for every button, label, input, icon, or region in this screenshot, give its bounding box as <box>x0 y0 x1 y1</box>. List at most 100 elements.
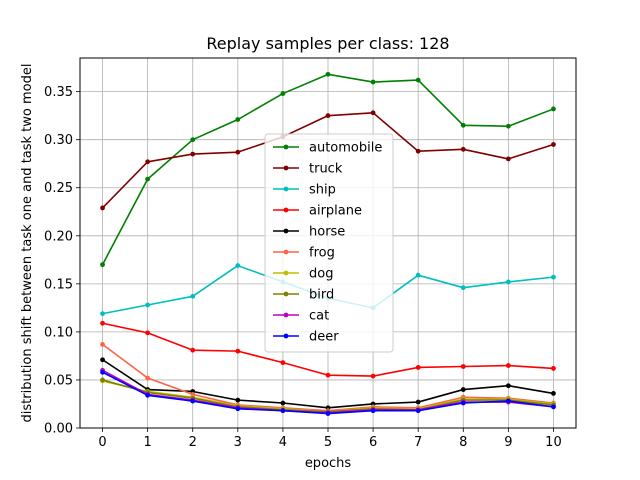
data-point-truck <box>370 110 376 116</box>
x-tick-label: 4 <box>279 435 287 450</box>
data-point-automobile <box>190 137 196 143</box>
y-tick-label: 0.25 <box>44 181 73 196</box>
y-axis-label: distribution shift between task one and … <box>20 64 35 423</box>
legend-marker <box>283 270 289 276</box>
y-tick-label: 0.30 <box>44 133 73 148</box>
data-point-automobile <box>460 122 466 128</box>
legend-label: ship <box>309 183 336 198</box>
data-point-ship <box>145 302 151 308</box>
data-point-truck <box>235 149 241 155</box>
data-point-deer <box>145 392 151 398</box>
data-point-automobile <box>505 123 511 129</box>
data-point-horse <box>280 400 286 406</box>
data-point-truck <box>460 146 466 152</box>
legend-label: automobile <box>309 141 382 156</box>
data-point-airplane <box>235 348 241 354</box>
data-point-ship <box>190 293 196 299</box>
data-point-truck <box>551 142 556 147</box>
data-point-deer <box>370 408 376 414</box>
x-tick-label: 2 <box>189 435 197 450</box>
data-point-airplane <box>145 330 151 336</box>
legend-label: bird <box>309 288 334 303</box>
x-tick-label: 10 <box>545 435 562 450</box>
data-point-deer <box>235 406 241 412</box>
chart-title: Replay samples per class: 128 <box>206 34 449 53</box>
data-point-bird <box>100 377 105 383</box>
data-point-airplane <box>100 320 105 326</box>
series-deer <box>100 369 556 416</box>
legend-item-bird: bird <box>273 288 334 303</box>
data-point-deer <box>415 408 421 414</box>
legend-label: horse <box>309 225 345 240</box>
data-point-truck <box>415 148 421 154</box>
legend-item-cat: cat <box>273 309 329 324</box>
series-airplane <box>100 320 556 379</box>
legend-item-deer: deer <box>273 330 339 345</box>
data-point-horse <box>460 387 466 392</box>
data-point-truck <box>505 156 511 162</box>
legend-label: truck <box>309 162 343 177</box>
y-tick-label: 0.35 <box>44 85 73 100</box>
data-point-automobile <box>551 106 556 112</box>
series-lines <box>100 71 556 416</box>
legend-item-ship: ship <box>273 183 336 198</box>
data-point-truck <box>100 205 105 211</box>
data-point-airplane <box>460 364 466 369</box>
data-point-airplane <box>190 347 196 353</box>
data-point-ship <box>415 272 421 278</box>
data-point-horse <box>551 391 556 396</box>
legend-marker <box>283 291 289 297</box>
data-point-frog <box>145 375 151 381</box>
y-tick-label: 0.15 <box>44 277 73 292</box>
data-point-deer <box>280 408 286 414</box>
data-point-deer <box>190 398 196 404</box>
y-tick-label: 0.20 <box>44 229 73 244</box>
x-axis-label: epochs <box>305 456 352 471</box>
data-point-automobile <box>325 71 331 77</box>
data-point-horse <box>235 397 241 403</box>
data-point-airplane <box>551 366 556 371</box>
x-tick-label: 9 <box>504 435 512 450</box>
legend-marker <box>283 144 289 150</box>
data-point-frog <box>100 341 105 347</box>
data-point-automobile <box>145 176 151 182</box>
legend-item-horse: horse <box>273 225 345 240</box>
legend-label: frog <box>309 246 335 261</box>
legend-marker <box>283 249 289 255</box>
legend-item-automobile: automobile <box>273 141 382 156</box>
x-tick-label: 8 <box>459 435 467 450</box>
legend-marker <box>283 228 289 234</box>
data-point-ship <box>505 279 511 285</box>
y-tick-label: 0.05 <box>44 373 73 388</box>
data-point-airplane <box>415 365 421 370</box>
data-point-deer <box>505 398 511 404</box>
y-tick-label: 0.00 <box>44 422 73 437</box>
data-point-truck <box>145 159 151 165</box>
data-point-horse <box>415 399 421 405</box>
legend-label: deer <box>309 330 339 345</box>
data-point-automobile <box>100 262 105 268</box>
legend-item-truck: truck <box>273 162 343 177</box>
data-point-automobile <box>370 79 376 85</box>
legend-marker <box>283 333 289 339</box>
axis-ticks: 0 1 2 3 4 5 6 7 8 9 10 0.00 0.05 0.10 0.15 0.20 0.25 0.30… <box>44 85 562 450</box>
legend-item-frog: frog <box>273 246 335 261</box>
legend-label: cat <box>309 309 329 324</box>
legend-item-dog: dog <box>273 267 333 282</box>
data-point-deer <box>460 400 466 406</box>
data-point-horse <box>100 357 105 363</box>
data-point-truck <box>325 113 331 119</box>
x-tick-label: 6 <box>369 435 377 450</box>
y-tick-label: 0.10 <box>44 325 73 340</box>
legend-label: dog <box>309 267 333 282</box>
data-point-ship <box>235 263 241 268</box>
legend-item-airplane: airplane <box>273 204 362 219</box>
data-point-horse <box>505 383 511 389</box>
data-point-ship <box>460 285 466 291</box>
data-point-deer <box>100 369 105 375</box>
data-point-ship <box>100 311 105 317</box>
legend-marker <box>283 186 289 192</box>
data-point-deer <box>551 404 556 410</box>
data-point-airplane <box>370 373 376 379</box>
